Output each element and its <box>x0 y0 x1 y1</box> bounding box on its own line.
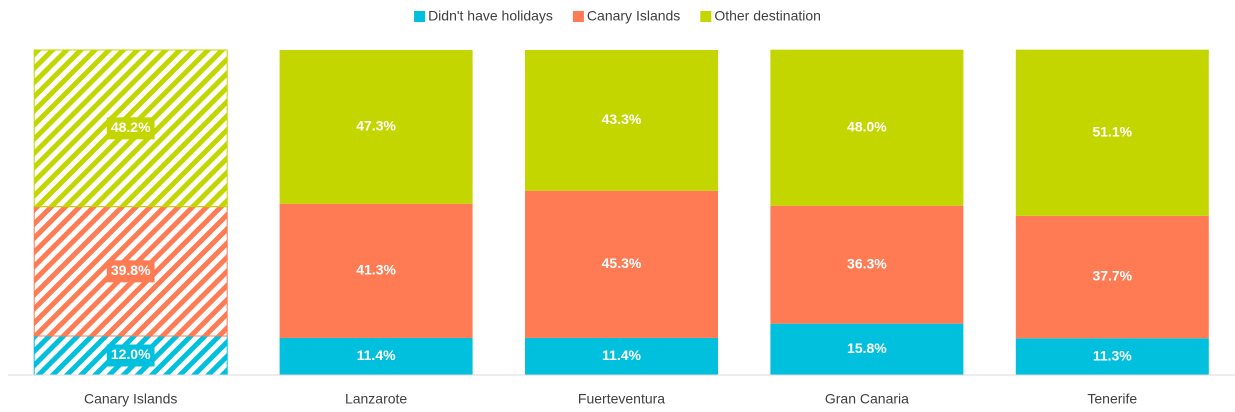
value-label-bg <box>106 260 155 283</box>
bar-segment <box>279 337 473 375</box>
value-label: 15.8% <box>847 340 887 356</box>
legend-label: Canary Islands <box>587 8 680 24</box>
bar-segment <box>279 203 473 338</box>
value-label-bg <box>106 344 155 367</box>
value-label-bg <box>106 117 155 140</box>
bar-segment <box>279 50 473 204</box>
bar-segment <box>1015 215 1209 339</box>
legend-swatch <box>700 11 712 22</box>
legend-swatch <box>572 11 584 22</box>
value-label: 48.0% <box>847 118 887 134</box>
legend-label: Other destination <box>714 8 821 24</box>
bar-segment <box>1015 49 1209 216</box>
value-label: 43.3% <box>602 111 642 127</box>
legend-label: Didn't have holidays <box>428 8 553 24</box>
x-tick-label: Tenerife <box>1087 391 1137 407</box>
value-label: 37.7% <box>1092 268 1132 284</box>
value-label: 11.4% <box>357 347 396 363</box>
value-label: 39.8% <box>111 262 151 278</box>
x-tick-label: Canary Islands <box>84 391 177 407</box>
bar-segment <box>770 205 964 324</box>
bar-segment <box>525 337 718 375</box>
bar-segment <box>33 206 228 337</box>
value-label: 11.4% <box>602 347 641 363</box>
value-label: 12.0% <box>111 346 151 362</box>
value-label: 48.2% <box>111 119 151 135</box>
value-label: 51.1% <box>1092 123 1132 139</box>
bar-segment <box>770 49 964 206</box>
value-label: 41.3% <box>356 262 396 278</box>
legend: Didn't have holidays Canary Islands Other … <box>414 8 821 24</box>
bar-segment <box>525 50 718 191</box>
x-tick-label: Fuerteventura <box>578 391 665 407</box>
x-tick-label: Lanzarote <box>345 391 407 407</box>
value-label: 36.3% <box>847 255 887 271</box>
bar-segment <box>525 190 718 338</box>
legend-swatch <box>414 11 426 22</box>
bar-segment <box>1015 338 1209 375</box>
value-label: 45.3% <box>602 255 642 271</box>
bar-segment <box>770 323 964 375</box>
value-label: 47.3% <box>356 118 396 134</box>
x-tick-label: Gran Canaria <box>825 391 909 407</box>
value-label: 11.3% <box>1093 347 1132 363</box>
